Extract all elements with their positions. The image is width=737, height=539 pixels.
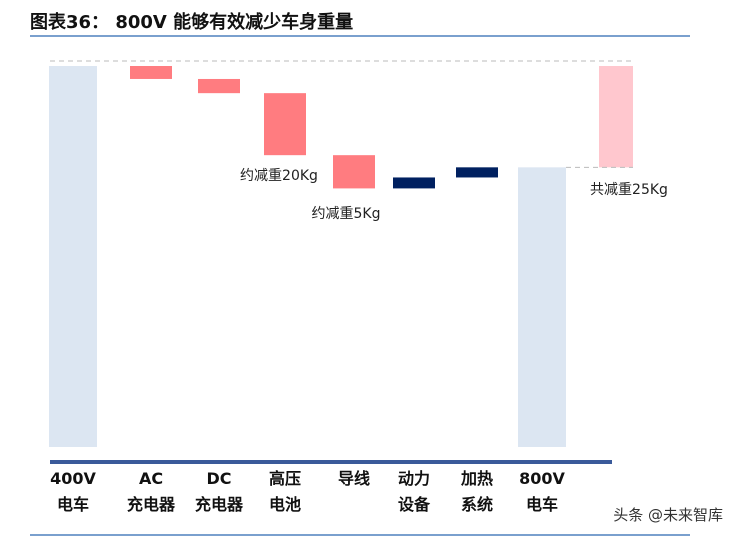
annotation: 共减重25Kg: [590, 182, 668, 198]
watermark: 头条 @未来智库: [613, 506, 723, 524]
increase-bar: [393, 177, 435, 189]
x-tick-label: 400V 电车: [50, 469, 96, 514]
x-tick-label: AC 充电器: [126, 469, 175, 514]
x-tick-label: 800V 电车: [519, 469, 565, 514]
decrease-bar: [333, 155, 375, 189]
annotation: 约减重20Kg: [240, 168, 318, 184]
x-tick-label: 动力 设备: [397, 469, 430, 514]
total-bar: [49, 66, 97, 447]
annotation: 约减重5Kg: [311, 206, 381, 222]
x-tick-label: 高压 电池: [268, 469, 301, 514]
decrease-bar: [264, 93, 306, 156]
decrease-bar: [130, 66, 172, 79]
x-tick-label: 加热 系统: [460, 469, 493, 514]
x-tick-label: DC 充电器: [194, 469, 243, 514]
title: 图表36： 800V 能够有效减少车身重量: [30, 12, 354, 33]
increase-bar: [456, 167, 498, 178]
x-tick-label: 导线: [337, 469, 370, 488]
reduction-bar: [599, 66, 633, 168]
total-bar: [518, 167, 566, 448]
decrease-bar: [198, 78, 240, 94]
